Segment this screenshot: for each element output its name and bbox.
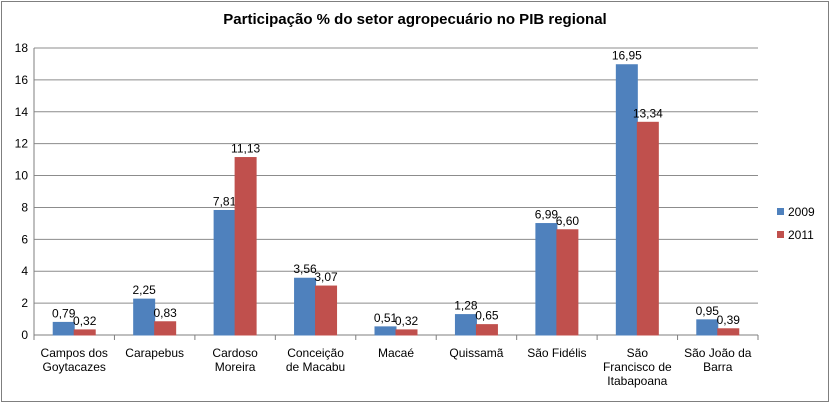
bar-2011-0: [73, 329, 96, 336]
legend-swatch-2009: [777, 208, 784, 215]
x-tick-label-line: São João da: [684, 346, 752, 360]
data-label-2011-3: 3,07: [314, 270, 338, 284]
bar-2009-0: [52, 321, 75, 336]
y-tick-label-12: 12: [15, 137, 29, 151]
data-label-2011-2: 11,13: [231, 142, 260, 156]
bar-2011-6: [556, 229, 579, 336]
x-tick-label-2: Cardoso Moreira: [212, 346, 258, 374]
x-tick-label-line: Campos dos: [41, 346, 108, 360]
legend-swatch-2011: [777, 231, 784, 238]
x-tick-label-1: Carapebus: [125, 346, 184, 360]
x-tick-label-line: Barra: [703, 360, 733, 374]
bar-2011-1: [154, 321, 177, 336]
data-label-2011-5: 0,65: [475, 309, 499, 323]
y-tick-label-16: 16: [15, 73, 29, 87]
x-tick-label-line: Carapebus: [125, 346, 184, 360]
x-tick-label-line: São Fidélis: [527, 346, 586, 360]
x-tick-label-line: Francisco de: [603, 360, 672, 374]
x-tick-label-line: Itabapoana: [607, 374, 667, 388]
x-tick-label-6: São Fidélis: [527, 346, 586, 360]
bar-2009-2: [213, 209, 236, 336]
data-label-2009-8: 0,95: [696, 304, 720, 318]
legend-item-2011: 2011: [777, 223, 815, 246]
bar-2011-3: [315, 285, 338, 336]
y-tick-label-0: 0: [21, 328, 28, 342]
x-tick-label-7: São Francisco de Itabapoana: [603, 346, 672, 388]
chart-title: Participação % do setor agropecuário no …: [223, 11, 607, 28]
bar-2009-3: [294, 277, 317, 336]
bar-2011-8: [717, 328, 740, 336]
x-tick-label-line: Macaé: [378, 346, 414, 360]
data-label-2011-8: 0,39: [717, 313, 741, 327]
x-tick-label-3: Conceição de Macabu: [286, 346, 345, 374]
data-label-2011-6: 6,60: [556, 214, 580, 228]
x-tick-label-0: Campos dos Goytacazes: [41, 346, 108, 374]
bar-2009-4: [374, 326, 397, 336]
y-tick-label-10: 10: [15, 169, 29, 183]
y-tick-label-2: 2: [21, 296, 28, 310]
data-label-2009-4: 0,51: [374, 311, 398, 325]
x-tick-label-line: de Macabu: [286, 360, 345, 374]
bar-2011-2: [234, 157, 257, 336]
data-label-2011-1: 0,83: [153, 306, 177, 320]
data-label-2009-5: 1,28: [454, 299, 478, 313]
data-label-2009-3: 3,56: [293, 262, 317, 276]
legend: 2009 2011: [777, 200, 815, 246]
bar-2009-1: [133, 298, 156, 336]
data-label-2011-0: 0,32: [73, 314, 97, 328]
legend-item-2009: 2009: [777, 200, 815, 223]
x-tick-label-5: Quissamã: [449, 346, 503, 360]
data-label-2009-2: 7,81: [213, 194, 237, 208]
x-tick-label-line: São: [627, 346, 649, 360]
data-label-2009-7: 16,95: [612, 49, 642, 63]
x-tick-label-line: Quissamã: [449, 346, 503, 360]
data-label-2009-6: 6,99: [535, 208, 559, 222]
y-tick-label-4: 4: [21, 264, 28, 278]
y-tick-label-18: 18: [15, 41, 29, 55]
x-tick-label-8: São João da Barra: [684, 346, 752, 374]
bar-2009-7: [615, 64, 638, 336]
x-tick-label-4: Macaé: [378, 346, 414, 360]
data-label-2011-7: 13,34: [633, 106, 663, 120]
x-tick-label-line: Conceição: [287, 346, 344, 360]
legend-label-2009: 2009: [788, 204, 815, 219]
x-tick-label-line: Goytacazes: [43, 360, 106, 374]
data-label-2009-1: 2,25: [132, 283, 156, 297]
bar-2009-6: [535, 223, 558, 336]
data-label-2009-0: 0,79: [52, 306, 76, 320]
bar-2009-8: [696, 319, 719, 336]
y-tick-label-6: 6: [21, 232, 28, 246]
x-tick-label-line: Cardoso: [212, 346, 258, 360]
bar-2011-4: [395, 329, 418, 336]
bar-2011-7: [636, 121, 659, 336]
legend-label-2011: 2011: [788, 227, 814, 242]
bar-2011-5: [475, 324, 498, 336]
y-tick-label-8: 8: [21, 200, 28, 214]
bar-2009-5: [454, 314, 477, 336]
data-label-2011-4: 0,32: [395, 314, 419, 328]
y-tick-label-14: 14: [15, 105, 29, 119]
x-tick-label-line: Moreira: [215, 360, 256, 374]
